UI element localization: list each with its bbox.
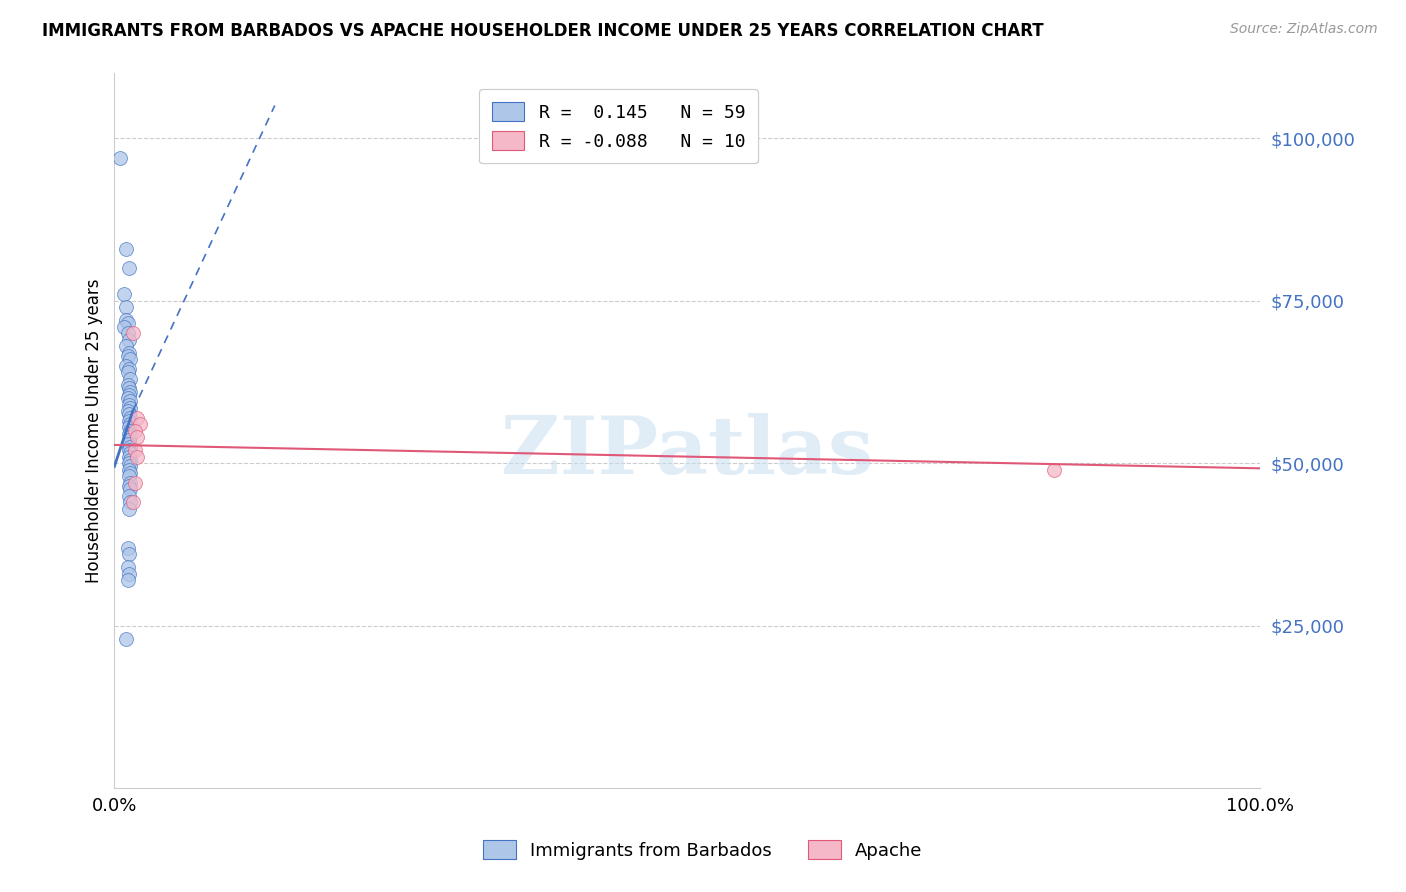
Point [118,479,141,493]
Y-axis label: Householder Income Under 25 years: Householder Income Under 25 years [86,278,103,582]
Point [112,287,135,301]
Point [115,313,138,327]
Point [115,300,138,314]
Point [120,401,142,415]
Point [118,469,141,483]
Point [121,495,143,509]
Point [117,560,139,574]
Point [115,632,138,646]
Point [118,361,141,376]
Point [127,430,149,444]
Point [124,475,146,490]
Point [108,151,131,165]
Point [118,420,141,434]
Point [118,547,141,561]
Point [117,573,139,587]
Point [112,319,135,334]
Point [118,501,141,516]
Point [120,417,142,431]
Point [117,541,139,555]
Point [117,326,139,340]
Point [1042,462,1064,476]
Point [117,365,139,379]
Point [115,242,138,256]
Point [117,378,139,392]
Point [120,424,142,438]
Point [120,482,142,496]
Point [120,410,142,425]
Point [120,430,142,444]
Point [118,398,141,412]
Point [120,440,142,454]
Point [128,417,150,431]
Point [118,489,141,503]
Text: Source: ZipAtlas.com: Source: ZipAtlas.com [1230,22,1378,37]
Point [120,352,142,367]
Point [120,495,142,509]
Point [118,388,141,402]
Point [118,414,141,428]
Point [124,443,146,458]
Point [118,443,141,458]
Point [120,453,142,467]
Point [118,408,141,422]
Point [120,384,142,399]
Text: ZIPatlas: ZIPatlas [501,413,873,491]
Point [118,381,141,395]
Legend: R =  0.145   N = 59, R = -0.088   N = 10: R = 0.145 N = 59, R = -0.088 N = 10 [479,89,758,163]
Legend: Immigrants from Barbados, Apache: Immigrants from Barbados, Apache [477,832,929,867]
Point [117,316,139,330]
Point [118,566,141,581]
Point [120,475,142,490]
Point [117,436,139,450]
Point [118,456,141,470]
Point [115,359,138,373]
Point [115,339,138,353]
Point [117,391,139,405]
Point [120,459,142,474]
Point [118,345,141,359]
Point [118,450,141,464]
Point [120,446,142,460]
Point [117,404,139,418]
Point [118,434,141,448]
Point [118,261,141,276]
Point [120,466,142,480]
Text: IMMIGRANTS FROM BARBADOS VS APACHE HOUSEHOLDER INCOME UNDER 25 YEARS CORRELATION: IMMIGRANTS FROM BARBADOS VS APACHE HOUSE… [42,22,1043,40]
Point [117,349,139,363]
Point [121,326,143,340]
Point [127,450,149,464]
Point [127,410,149,425]
Point [118,426,141,441]
Point [120,371,142,385]
Point [118,333,141,347]
Point [120,394,142,409]
Point [118,462,141,476]
Point [124,424,146,438]
